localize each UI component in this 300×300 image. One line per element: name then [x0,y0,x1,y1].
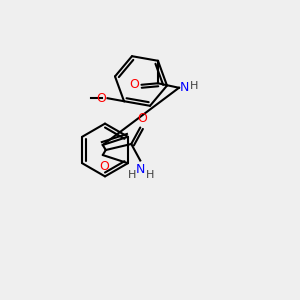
Text: H: H [190,81,198,91]
Text: N: N [180,81,190,94]
Text: O: O [129,78,139,91]
Text: N: N [136,164,146,176]
Text: H: H [128,170,136,180]
Text: H: H [146,170,154,180]
Text: O: O [96,92,106,105]
Text: O: O [99,160,109,173]
Text: O: O [137,112,147,124]
